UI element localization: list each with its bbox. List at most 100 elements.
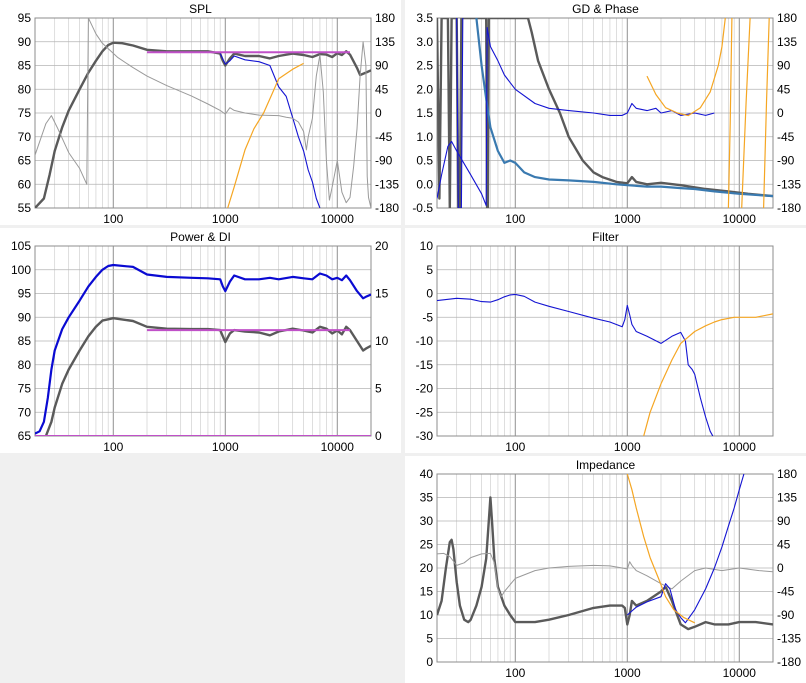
y-tick-label: 95 — [18, 287, 32, 301]
imp-chart[interactable]: 40 35 30 25 20 15 10 5 0 180 135 90 45 0 -45 -90 -135 -18… — [405, 456, 806, 683]
y2-tick-label: -135 — [375, 177, 399, 191]
y-tick-label: 40 — [420, 467, 434, 481]
y-tick-label: -15 — [416, 358, 434, 372]
x-tick-label: 100 — [103, 440, 123, 454]
x-tick-label: 100 — [505, 666, 525, 680]
y-tick-label: -10 — [416, 334, 434, 348]
x-tick-label: 10000 — [321, 440, 355, 454]
y2-tick-label: 45 — [777, 538, 791, 552]
gd-title: GD & Phase — [572, 2, 639, 16]
y-tick-label: 2.0 — [416, 82, 433, 96]
spl-chart[interactable]: 95 90 85 80 75 70 65 60 55 180 135 90 45 0 -45 -90 -135 -… — [0, 0, 401, 226]
spl-panel: SPL 95 90 85 80 75 70 65 60 55 180 135 90 45 0 -45 -90 -… — [0, 0, 401, 226]
plot-frame — [436, 245, 774, 437]
y2-tick-label: 0 — [375, 106, 382, 120]
y-tick-label: 0.5 — [416, 154, 433, 168]
plot-frame — [34, 17, 372, 209]
y2-tick-label: -90 — [375, 154, 393, 168]
y-tick-label: 35 — [420, 491, 434, 505]
grid — [436, 246, 774, 436]
series-line-blue-2 — [437, 26, 715, 207]
y2-tick-label: -180 — [375, 201, 399, 215]
plot-frame — [436, 473, 774, 663]
series-line-orange-5 — [727, 18, 733, 208]
y2-tick-label: 0 — [375, 429, 382, 443]
y2-tick-label: 5 — [375, 382, 382, 396]
y-tick-label: 15 — [420, 585, 434, 599]
series-line-blue_thick-0 — [35, 263, 371, 435]
y2-tick-label: 45 — [375, 82, 389, 96]
imp-panel: Impedance 40 35 30 25 20 15 10 5 0 180 135 90 45 0 -45… — [405, 456, 806, 683]
x-tick-label: 1000 — [212, 440, 239, 454]
x-tick-label: 100 — [103, 212, 123, 226]
y-tick-label: 0 — [426, 287, 433, 301]
y-tick-label: -0.5 — [412, 201, 433, 215]
y-tick-label: -25 — [416, 405, 434, 419]
y-tick-label: 90 — [18, 35, 32, 49]
y-tick-label: 3.0 — [416, 35, 433, 49]
y-tick-label: 10 — [420, 239, 434, 253]
y2-tick-label: -45 — [777, 130, 795, 144]
y-tick-label: 80 — [18, 82, 32, 96]
y2-tick-label: 135 — [777, 35, 797, 49]
y-tick-label: 2.5 — [416, 59, 433, 73]
y2-tick-label: -45 — [777, 585, 795, 599]
series-line-orange-4 — [646, 18, 726, 117]
y-tick-label: 75 — [18, 382, 32, 396]
series-line-gray_thick-0 — [437, 18, 773, 208]
x-tick-label: 10000 — [321, 212, 355, 226]
power-panel: Power & DI 105 100 95 90 85 80 75 70 65 20 15 10 5 0 1… — [0, 228, 401, 454]
gd-chart[interactable]: 3.5 3.0 2.5 2.0 1.5 1.0 0.5 0.0 -0.5 180 135 90 45 0 -… — [405, 0, 806, 226]
series-line-orange-3 — [626, 474, 695, 624]
x-tick-label: 100 — [505, 212, 525, 226]
grid — [34, 18, 372, 208]
y-tick-label: 5 — [426, 632, 433, 646]
x-tick-label: 1000 — [614, 440, 641, 454]
y-tick-label: 1.5 — [416, 106, 433, 120]
y2-tick-label: 0 — [777, 106, 784, 120]
y2-tick-label: -180 — [777, 655, 801, 669]
y-tick-label: 3.5 — [416, 11, 433, 25]
y2-tick-label: -90 — [777, 608, 795, 622]
y2-tick-label: 20 — [375, 239, 389, 253]
y-tick-label: 0 — [426, 655, 433, 669]
y-tick-label: 85 — [18, 334, 32, 348]
y2-tick-label: 135 — [375, 35, 395, 49]
x-tick-label: 1000 — [614, 212, 641, 226]
y2-tick-label: -90 — [777, 154, 795, 168]
series-line-gray_thick-0 — [35, 41, 371, 208]
x-tick-label: 10000 — [723, 440, 757, 454]
y-tick-label: 25 — [420, 538, 434, 552]
filter-panel: Filter 10 5 0 -5 -10 -15 -20 -25 -30 100 1000 10000 — [405, 228, 806, 454]
y2-tick-label: 90 — [777, 514, 791, 528]
y-tick-label: 55 — [18, 201, 32, 215]
y2-tick-label: -135 — [777, 632, 801, 646]
x-tick-label: 100 — [505, 440, 525, 454]
series-line-orange-3 — [227, 62, 304, 208]
y2-tick-label: 180 — [777, 11, 797, 25]
y-tick-label: 100 — [11, 263, 31, 277]
x-tick-label: 1000 — [614, 666, 641, 680]
x-tick-label: 1000 — [212, 212, 239, 226]
y2-tick-label: -45 — [375, 130, 393, 144]
spl-title: SPL — [189, 2, 212, 16]
y-tick-label: 5 — [426, 263, 433, 277]
imp-title: Impedance — [575, 458, 636, 472]
y2-tick-label: 10 — [375, 334, 389, 348]
y-tick-label: 95 — [18, 11, 32, 25]
series-line-teal-1 — [475, 18, 773, 198]
series-line-blue-3 — [456, 18, 464, 208]
y2-tick-label: 15 — [375, 287, 389, 301]
y-tick-label: -5 — [422, 310, 433, 324]
y2-tick-label: 180 — [777, 467, 797, 481]
series-line-gray_thin-4 — [35, 18, 371, 208]
filter-chart[interactable]: 10 5 0 -5 -10 -15 -20 -25 -30 100 1000 10000 — [405, 228, 806, 454]
y-tick-label: 80 — [18, 358, 32, 372]
y2-tick-label: 135 — [777, 491, 797, 505]
x-tick-label: 10000 — [723, 666, 757, 680]
series-line-gray_thin-1 — [437, 552, 773, 598]
y-tick-label: -30 — [416, 429, 434, 443]
y-tick-label: 65 — [18, 429, 32, 443]
y2-tick-label: -180 — [777, 201, 801, 215]
